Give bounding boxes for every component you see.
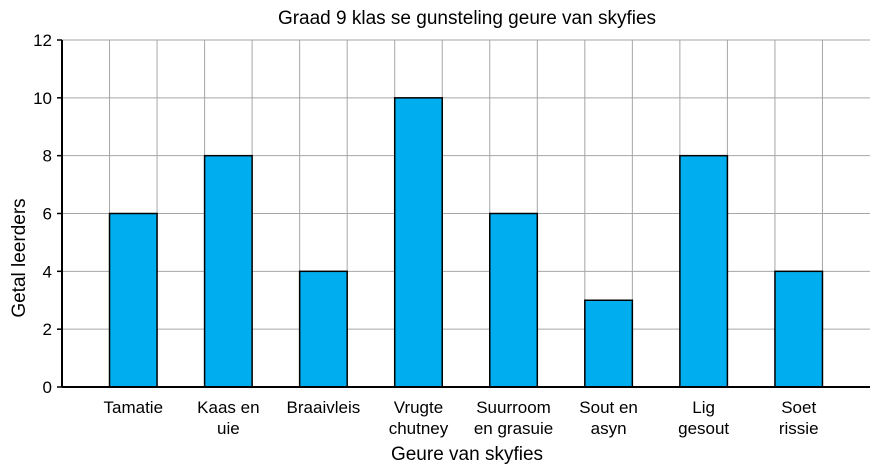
bar [489,212,539,388]
y-tick-labels: 0 2 4 6 8 10 12 [33,31,52,397]
x-category-label: Vrugte chutney [389,398,449,438]
x-category-label-line: Soet [781,398,816,417]
x-axis-label: Geure van skyfies [391,444,543,465]
bar [203,154,253,388]
x-category-label-line: Braaivleis [287,398,361,417]
x-category-label-line: asyn [591,419,627,438]
bars [108,97,824,388]
x-category-label-line: Tamatie [104,398,164,417]
y-tick-label: 12 [33,31,52,50]
y-tick-label: 0 [43,378,52,397]
x-category-label-line: Kaas en [197,398,259,417]
y-tick-label: 10 [33,89,52,108]
bar [584,299,634,388]
x-category-label: Kaas en uie [197,398,259,438]
x-category-label: Suurroom en grasuie [474,398,553,438]
x-category-label: Sout en asyn [579,398,638,438]
bar [108,212,158,388]
x-category-label: Soet rissie [779,398,819,438]
bar [393,97,443,388]
chart-title: Graad 9 klas se gunsteling geure van sky… [278,8,656,29]
x-category-label-line: en grasuie [474,419,553,438]
y-axis-label: Getal leerders [9,198,30,317]
y-tick-label: 6 [43,205,52,224]
x-category-label-line: Sout en [579,398,638,417]
grid-lines [62,39,870,387]
y-tick-label: 2 [43,320,52,339]
y-tick-label: 4 [43,262,52,281]
x-category-label-line: chutney [389,419,449,438]
x-category-label: Lig gesout [678,398,729,438]
x-category-label-line: Lig [692,398,715,417]
bar [774,270,824,388]
x-category-label-line: uie [217,419,240,438]
x-category-label: Tamatie [104,398,164,417]
x-category-label-line: rissie [779,419,819,438]
x-category-label-line: Suurroom [476,398,551,417]
x-category-label-line: Vrugte [394,398,443,417]
x-category-label: Braaivleis [287,398,361,417]
axes [57,39,870,388]
y-tick-label: 8 [43,147,52,166]
bar [679,154,729,388]
bar [298,270,348,388]
x-category-labels: Tamatie Kaas en uie Braaivleis Vrugte chutney… [104,398,819,438]
x-category-label-line: gesout [678,419,729,438]
